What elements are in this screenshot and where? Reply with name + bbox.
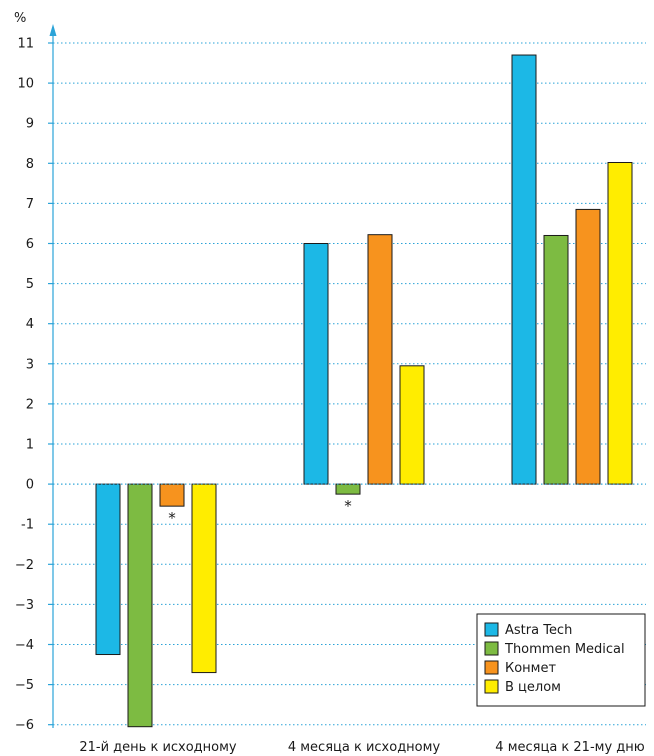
y-tick-label: −6 (15, 718, 34, 733)
legend-swatch (485, 642, 498, 655)
bar (576, 209, 600, 484)
category-label: 4 месяца к исходному (288, 740, 441, 755)
y-tick-label: 0 (26, 478, 34, 493)
category-label: 4 месяца к 21-му дню (495, 740, 644, 755)
y-tick-label: 11 (17, 37, 34, 52)
bar (608, 162, 632, 484)
bar (512, 55, 536, 484)
legend-swatch (485, 623, 498, 636)
y-tick-label: −5 (15, 678, 34, 693)
bar (192, 484, 216, 672)
legend-label: Thommen Medical (504, 642, 625, 657)
y-tick-label: 1 (26, 438, 34, 453)
annotation-asterisk: * (168, 509, 176, 527)
y-tick-label: 6 (26, 237, 34, 252)
y-tick-label: 3 (26, 357, 34, 372)
y-tick-label: 9 (26, 117, 34, 132)
bar (304, 244, 328, 485)
y-tick-label: 7 (26, 197, 34, 212)
y-tick-label: 8 (26, 157, 34, 172)
category-labels: 21-й день к исходному 4 месяца к исходном… (79, 740, 644, 755)
legend-swatch (485, 680, 498, 693)
y-tick-label: −3 (15, 598, 34, 613)
legend-label: Конмет (505, 661, 556, 676)
bar (96, 484, 120, 654)
y-tick-label: 4 (26, 317, 34, 332)
legend: Astra Tech Thommen Medical Конмет В целом (477, 614, 645, 706)
legend-swatch (485, 661, 498, 674)
bar (128, 484, 152, 727)
legend-label: Astra Tech (505, 623, 572, 638)
bar (160, 484, 184, 506)
y-tick-label: 10 (17, 77, 34, 92)
y-tick-label: -1 (21, 518, 34, 533)
y-axis-arrow-icon (50, 24, 57, 36)
y-tick-label: 2 (26, 397, 34, 412)
y-tick-label: 5 (26, 277, 34, 292)
bar (336, 484, 360, 494)
bar (368, 235, 392, 484)
y-tick-label: −2 (15, 558, 34, 573)
annotation-asterisk: * (344, 497, 352, 515)
bar (544, 235, 568, 484)
y-tick-label: −4 (15, 638, 34, 653)
legend-label: В целом (505, 680, 561, 695)
category-label: 21-й день к исходному (79, 740, 237, 755)
y-axis (50, 24, 57, 728)
bar (400, 366, 424, 484)
y-axis-unit-label: % (14, 11, 26, 26)
